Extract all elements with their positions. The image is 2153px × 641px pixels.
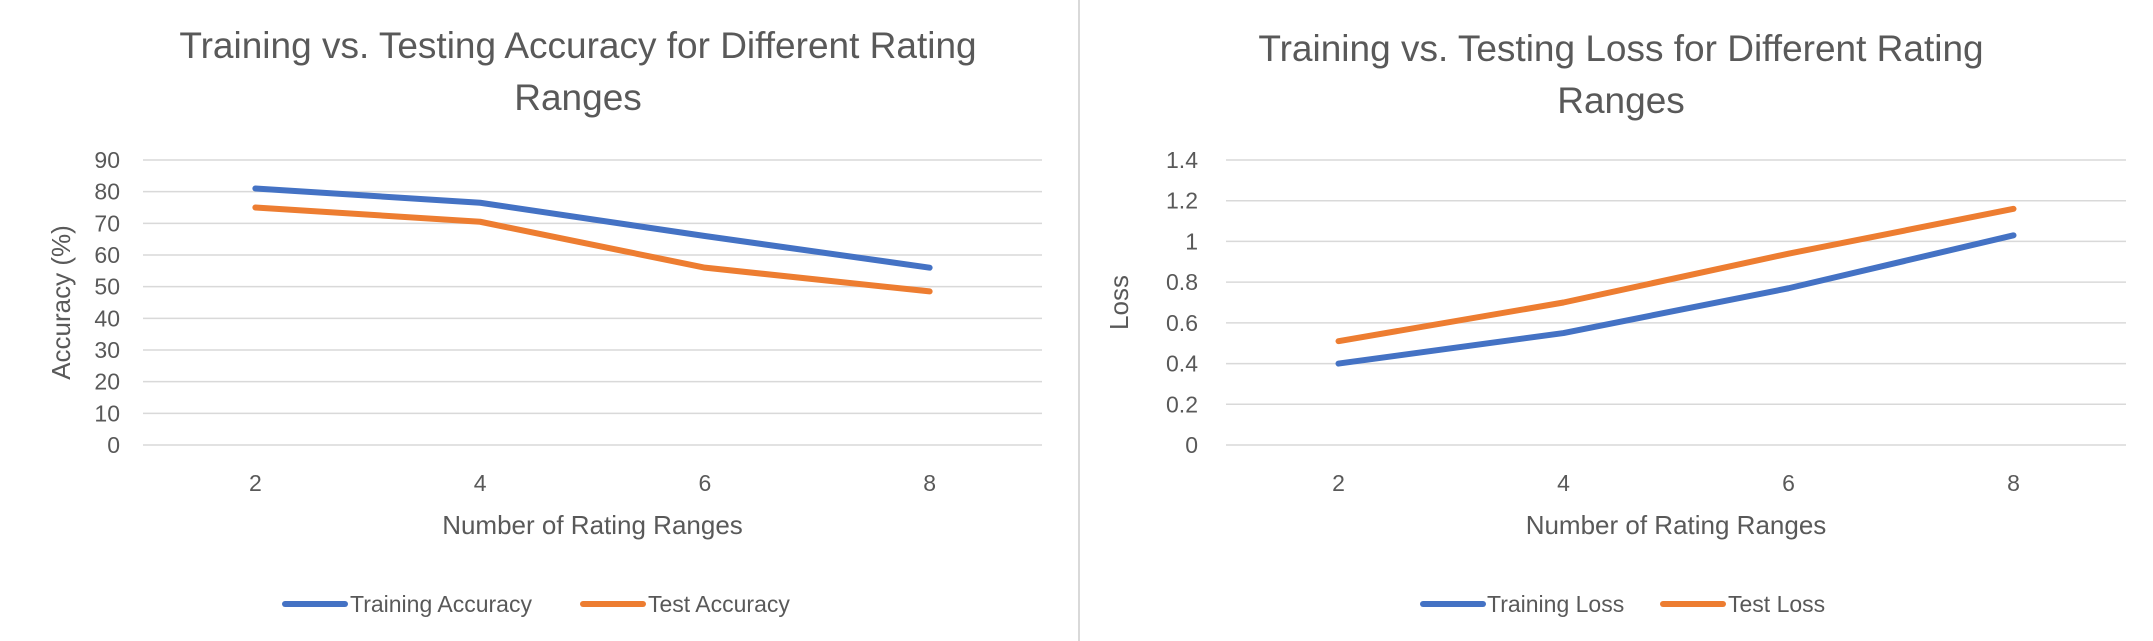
x-tick-label: 8 [923, 470, 936, 496]
loss-chart-panel: Training vs. Testing Loss for Different … [1080, 0, 2153, 641]
y-tick-label: 20 [94, 369, 120, 395]
series-line-training-accuracy [252, 185, 933, 271]
legend-label: Training Loss [1487, 591, 1624, 617]
x-tick-label: 8 [2007, 470, 2020, 496]
series-line-test-accuracy [252, 204, 933, 295]
y-tick-label: 1.4 [1166, 147, 1198, 173]
chart-title-line-2: Ranges [1557, 80, 1685, 121]
panel-divider [1078, 0, 1080, 641]
legend-label: Test Accuracy [648, 591, 790, 617]
chart-title: Training vs. Testing Accuracy for Differ… [179, 25, 976, 66]
x-tick-label: 4 [474, 470, 487, 496]
y-tick-label: 60 [94, 242, 120, 268]
y-tick-label: 0 [107, 432, 120, 458]
loss-chart: Training vs. Testing Loss for Different … [1104, 28, 2126, 617]
series-line-test-loss [1335, 205, 2017, 345]
y-tick-label: 1.2 [1166, 188, 1198, 214]
chart-title-line-2: Ranges [514, 77, 642, 118]
y-tick-label: 90 [94, 147, 120, 173]
x-tick-label: 2 [1332, 470, 1345, 496]
y-tick-label: 0.8 [1166, 269, 1198, 295]
y-axis-label: Accuracy (%) [46, 225, 76, 380]
y-tick-label: 50 [94, 274, 120, 300]
y-tick-label: 0.2 [1166, 391, 1198, 417]
legend-label: Test Loss [1728, 591, 1825, 617]
chart-title: Training vs. Testing Loss for Different … [1258, 28, 1983, 69]
y-tick-label: 1 [1185, 228, 1198, 254]
x-axis-label: Number of Rating Ranges [442, 510, 743, 540]
x-tick-label: 2 [249, 470, 262, 496]
accuracy-chart-panel: Training vs. Testing Accuracy for Differ… [46, 25, 1042, 617]
x-tick-label: 6 [698, 470, 711, 496]
accuracy-chart: Training vs. Testing Accuracy for Differ… [46, 25, 1042, 617]
series-line-training-loss [1335, 232, 2017, 367]
y-tick-label: 80 [94, 179, 120, 205]
legend-label: Training Accuracy [350, 591, 532, 617]
y-tick-label: 30 [94, 337, 120, 363]
x-axis-label: Number of Rating Ranges [1526, 510, 1827, 540]
x-tick-label: 6 [1782, 470, 1795, 496]
y-tick-label: 0.4 [1166, 351, 1198, 377]
y-tick-label: 0.6 [1166, 310, 1198, 336]
y-tick-label: 10 [94, 400, 120, 426]
y-tick-label: 40 [94, 305, 120, 331]
y-tick-label: 70 [94, 210, 120, 236]
y-axis-label: Loss [1104, 275, 1134, 330]
y-tick-label: 0 [1185, 432, 1198, 458]
x-tick-label: 4 [1557, 470, 1570, 496]
